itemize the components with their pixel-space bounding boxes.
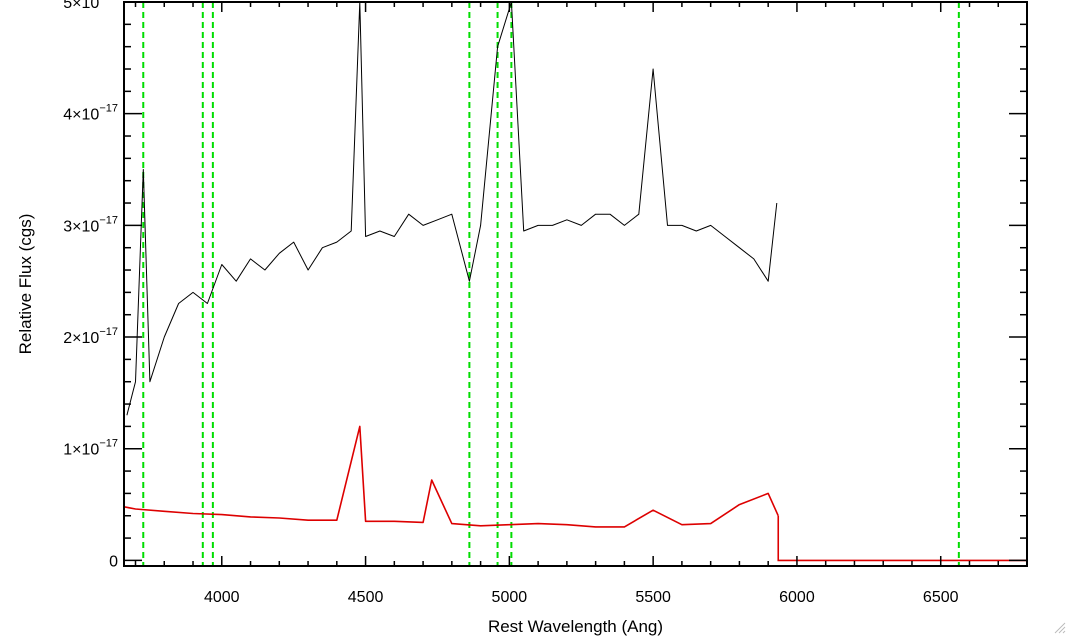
spectrum-line xyxy=(126,1,778,416)
x-tick-label: 4500 xyxy=(348,589,384,606)
model-line xyxy=(123,425,779,528)
y-tick-label: 3×10−17 xyxy=(63,214,118,235)
x-tick-label: 5000 xyxy=(492,589,528,606)
resize-grip-icon[interactable] xyxy=(1054,622,1066,634)
x-tick-label: 5500 xyxy=(635,589,671,606)
x-tick-label: 6500 xyxy=(923,589,959,606)
model-baseline xyxy=(777,515,1027,562)
y-tick-label: 5×10−17 xyxy=(63,0,118,12)
y-tick-label: 4×10−17 xyxy=(63,103,118,124)
plot-frame xyxy=(123,1,1028,567)
x-tick-label: 4000 xyxy=(204,589,240,606)
y-axis-label: Relative Flux (cgs) xyxy=(16,214,35,355)
y-tick-label: 0 xyxy=(109,553,118,570)
x-axis-label: Rest Wavelength (Ang) xyxy=(488,617,663,636)
x-tick-label: 6000 xyxy=(779,589,815,606)
y-tick-label: 1×10−17 xyxy=(63,438,118,459)
y-tick-label: 2×10−17 xyxy=(63,326,118,347)
